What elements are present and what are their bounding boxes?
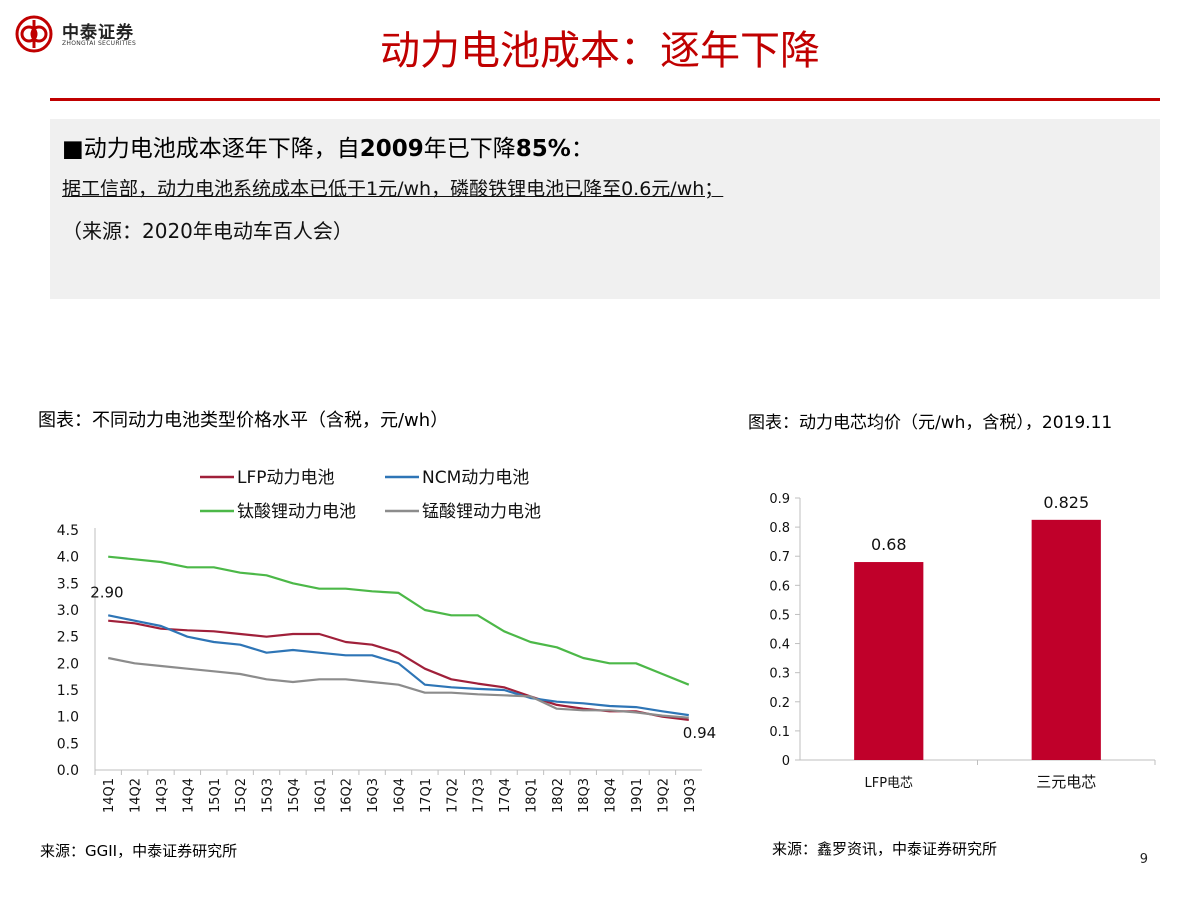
legend-label: NCM动力电池 [422, 468, 529, 488]
x-category-label: 三元电芯 [1036, 773, 1096, 791]
x-tick-label: 17Q4 [498, 778, 513, 813]
headline-suffix: ： [570, 136, 594, 162]
x-tick-label: 19Q1 [630, 778, 645, 813]
legend-label: LFP动力电池 [237, 468, 335, 488]
series-line-3 [108, 555, 690, 686]
cell-price-bar-chart: 0 0.1 0.2 0.3 0.4 0.5 0.6 0.7 0.8 0.9 0.68 LFP电芯 0.8… [769, 492, 1156, 791]
y-tick-label: 0.6 [769, 579, 790, 594]
x-tick-label: 14Q4 [181, 778, 196, 813]
summary-box: ■动力电池成本逐年下降，自2009年已下降85%： 据工信部，动力电池系统成本已… [50, 119, 1160, 299]
y-tick-label: 1.5 [57, 683, 79, 699]
x-tick-label: 16Q2 [340, 778, 355, 813]
y-tick-label: 0.1 [769, 725, 790, 740]
bar-value-label: 0.825 [1043, 493, 1089, 512]
x-tick-label: 17Q1 [419, 778, 434, 813]
legend-label: 钛酸锂动力电池 [237, 502, 356, 522]
x-category-label: LFP电芯 [864, 776, 913, 791]
x-tick-label: 18Q3 [577, 778, 592, 813]
summary-headline: ■动力电池成本逐年下降，自2009年已下降85%： [62, 129, 594, 163]
x-tick-label: 16Q3 [366, 778, 381, 813]
x-tick-label: 14Q3 [155, 778, 170, 813]
x-tick-label: 15Q2 [234, 778, 249, 813]
series-line-2 [107, 614, 689, 717]
series-line-4 [107, 656, 689, 719]
left-chart-caption: 图表：不同动力电池类型价格水平（含税，元/wh） [38, 410, 449, 431]
y-tick-label: 4.0 [57, 550, 79, 566]
headline-percent: 85% [515, 136, 571, 162]
x-tick-label: 14Q2 [129, 778, 144, 813]
x-tick-label: 18Q1 [524, 778, 539, 813]
price-line-chart: 0.0 0.5 1.0 1.5 2.0 2.5 3.0 3.5 4.0 4.5 14Q1 14Q2 14… [57, 468, 716, 813]
y-tick-label: 1.0 [57, 710, 79, 726]
left-chart-source: 来源：GGII，中泰证券研究所 [40, 842, 238, 860]
y-tick-label: 0.4 [769, 638, 790, 653]
y-tick-label: 0.3 [769, 667, 790, 682]
y-tick-label: 3.5 [57, 576, 79, 592]
summary-detail: 据工信部，动力电池系统成本已低于1元/wh，磷酸铁锂电池已降至0.6元/wh； [62, 178, 724, 200]
headline-prefix: ■动力电池成本逐年下降，自 [62, 136, 360, 162]
x-tick-label: 17Q2 [445, 778, 460, 813]
y-tick-label: 0.8 [769, 521, 790, 536]
x-tick-label: 17Q3 [472, 778, 487, 813]
bar [854, 562, 924, 760]
logo-text: 中泰证券 [62, 23, 134, 43]
x-tick-label: 15Q3 [261, 778, 276, 813]
page-number: 9 [1139, 852, 1148, 867]
bar [1031, 519, 1101, 760]
y-tick-label: 4.5 [57, 523, 79, 539]
right-chart-source: 来源：鑫罗资讯，中泰证券研究所 [772, 840, 998, 858]
headline-year: 2009 [359, 136, 424, 162]
x-tick-label: 19Q3 [683, 778, 698, 813]
x-tick-label: 16Q1 [313, 778, 328, 813]
y-tick-label: 3.0 [57, 603, 79, 619]
page-title: 动力电池成本：逐年下降 [380, 28, 820, 74]
x-tick-label: 14Q1 [102, 778, 117, 813]
y-tick-label: 2.0 [57, 656, 79, 672]
title-divider [50, 98, 1160, 101]
x-tick-label: 16Q4 [393, 778, 408, 813]
y-tick-label: 0.5 [57, 736, 79, 752]
logo-subtext: ZHONGTAI SECURITIES [62, 40, 137, 47]
y-tick-label: 0.2 [769, 696, 790, 711]
y-tick-label: 0.0 [57, 763, 79, 779]
y-tick-label: 0.9 [769, 492, 790, 507]
x-tick-label: 18Q2 [551, 778, 566, 813]
y-tick-label: 0.5 [769, 608, 790, 623]
y-tick-label: 0.7 [769, 550, 790, 565]
x-tick-label: 19Q2 [656, 778, 671, 813]
data-label: 2.90 [90, 583, 123, 601]
data-label: 0.94 [683, 724, 716, 742]
y-tick-label: 0 [782, 754, 790, 769]
headline-mid: 年已下降 [423, 136, 516, 162]
legend-label: 锰酸锂动力电池 [422, 502, 541, 522]
bar-value-label: 0.68 [871, 535, 907, 554]
summary-source: （来源：2020年电动车百人会） [62, 219, 353, 243]
x-tick-label: 18Q4 [604, 778, 619, 813]
logo-mark-icon [15, 15, 53, 53]
right-chart-caption: 图表：动力电芯均价（元/wh，含税），2019.11 [748, 413, 1113, 433]
company-logo: 中泰证券 ZHONGTAI SECURITIES [14, 14, 174, 54]
y-tick-label: 2.5 [57, 630, 79, 646]
x-tick-label: 15Q4 [287, 778, 302, 813]
x-tick-label: 15Q1 [208, 778, 223, 813]
